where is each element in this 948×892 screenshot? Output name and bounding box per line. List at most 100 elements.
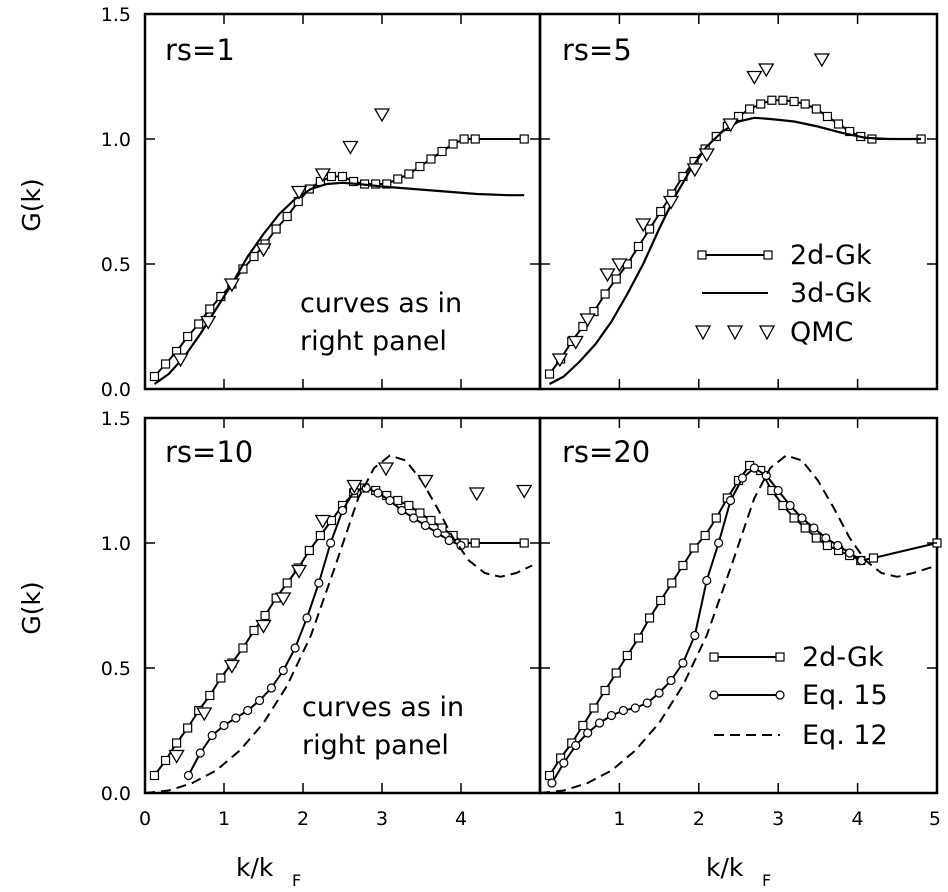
- square-marker: [149, 770, 160, 781]
- square-marker: [183, 331, 193, 342]
- legend-rs5: 2d-Gk 3d-Gk QMC: [694, 240, 872, 348]
- circle-marker: [737, 473, 748, 483]
- square-marker: [519, 134, 529, 144]
- y-axis-title-bottom: G(k): [17, 581, 46, 634]
- y-tick-label: 1.5: [101, 408, 131, 430]
- square-marker: [404, 500, 414, 511]
- square-marker: [415, 161, 425, 172]
- square-marker: [337, 171, 348, 182]
- circle-marker: [326, 538, 336, 548]
- triangle-marker: [168, 749, 185, 764]
- x-axis-title-right-sub: F: [762, 871, 771, 890]
- series-line-solid: [153, 181, 525, 385]
- circle-marker: [314, 578, 324, 588]
- panel-plot-2: [144, 454, 533, 794]
- panel-frame-bottom-right: [538, 416, 939, 795]
- square-marker: [249, 625, 259, 636]
- triangle-marker: [314, 514, 331, 529]
- legend-rs20-label-eq15: Eq. 15: [802, 680, 888, 711]
- square-marker: [194, 319, 204, 329]
- circle-marker: [594, 718, 605, 728]
- x-tick-label: 3: [376, 808, 388, 830]
- triangle-marker: [698, 148, 715, 163]
- square-marker: [271, 224, 281, 234]
- square-marker: [160, 755, 171, 766]
- circle-marker: [207, 730, 217, 741]
- legend-rs5-label-2d-gk: 2d-Gk: [790, 240, 872, 271]
- square-marker: [426, 154, 436, 164]
- square-marker: [544, 770, 555, 781]
- x-tick-label: 5: [929, 808, 941, 830]
- circle-marker: [583, 728, 593, 738]
- x-tick-label: 1: [218, 808, 230, 830]
- square-marker: [700, 530, 710, 541]
- circle-marker: [571, 740, 581, 751]
- legend-rs20: 2d-Gk Eq. 15 Eq. 12: [709, 642, 888, 751]
- square-marker: [205, 690, 215, 701]
- panel-plot-0: [149, 108, 529, 385]
- legend-rs20-sample-2d-gk: [709, 652, 785, 662]
- square-marker: [711, 513, 721, 523]
- y-tick-label: 0.0: [101, 379, 131, 401]
- circle-marker: [845, 548, 855, 558]
- triangle-marker: [373, 108, 391, 123]
- y-tick-label: 0.0: [101, 783, 131, 805]
- x-tick-label: 2: [297, 808, 309, 830]
- triangle-marker: [635, 218, 652, 233]
- square-marker: [689, 543, 699, 553]
- x-axis-title-left: k/k F: [236, 853, 301, 890]
- square-marker: [656, 206, 666, 217]
- square-marker: [644, 224, 655, 234]
- square-marker: [600, 685, 610, 696]
- square-marker: [822, 540, 833, 551]
- circle-marker: [420, 520, 431, 531]
- x-tick-label: 4: [455, 808, 467, 830]
- triangle-marker: [290, 185, 308, 200]
- circle-marker: [266, 683, 276, 693]
- circle-marker: [373, 488, 383, 498]
- square-marker: [470, 538, 480, 548]
- square-marker: [633, 241, 644, 252]
- square-marker: [393, 174, 403, 184]
- x-tick-label: 4: [852, 808, 864, 830]
- legend-rs20-label-2d-gk: 2d-Gk: [802, 642, 884, 673]
- circle-marker: [785, 500, 795, 511]
- panel-title-rs1: rs=1: [165, 33, 235, 67]
- x-tick-label: 1: [613, 808, 625, 830]
- square-marker: [578, 321, 588, 332]
- square-marker: [667, 578, 677, 588]
- square-marker: [578, 720, 588, 731]
- circle-marker: [183, 770, 194, 781]
- circle-marker: [409, 513, 419, 523]
- x-tick-label: 2: [693, 808, 705, 830]
- circle-marker: [278, 665, 288, 676]
- triangle-marker: [314, 168, 331, 183]
- square-marker: [149, 371, 160, 382]
- circle-marker: [254, 695, 265, 706]
- square-marker: [656, 595, 666, 606]
- triangle-marker: [611, 258, 628, 273]
- square-marker: [544, 369, 555, 379]
- square-marker: [833, 119, 844, 129]
- panel-title-rs5: rs=5: [562, 33, 632, 67]
- legend-rs5-label-3d-gk: 3d-Gk: [790, 278, 872, 309]
- triangle-marker: [255, 243, 272, 258]
- x-axis-title-right-main: k/k: [706, 853, 744, 882]
- circle-marker: [654, 688, 664, 698]
- annotation-rs10-line1: curves as in: [302, 692, 464, 723]
- circle-marker: [337, 505, 348, 516]
- triangle-marker: [290, 564, 308, 579]
- circle-marker: [642, 698, 652, 708]
- square-marker: [172, 738, 182, 748]
- square-marker: [822, 111, 833, 122]
- circle-marker: [547, 778, 557, 788]
- circle-marker: [773, 485, 783, 496]
- circle-marker: [666, 675, 676, 686]
- circle-marker: [243, 705, 253, 716]
- square-marker: [789, 513, 799, 523]
- square-marker: [745, 104, 755, 114]
- circle-marker: [444, 535, 454, 546]
- triangle-marker: [722, 118, 739, 133]
- tick-layer: 0.0 0.5 1.0 1.5 0.0 0.5 1.0 1.5 0 1 2 3 4 1 2 3 4 5: [101, 4, 941, 830]
- square-marker: [205, 304, 215, 314]
